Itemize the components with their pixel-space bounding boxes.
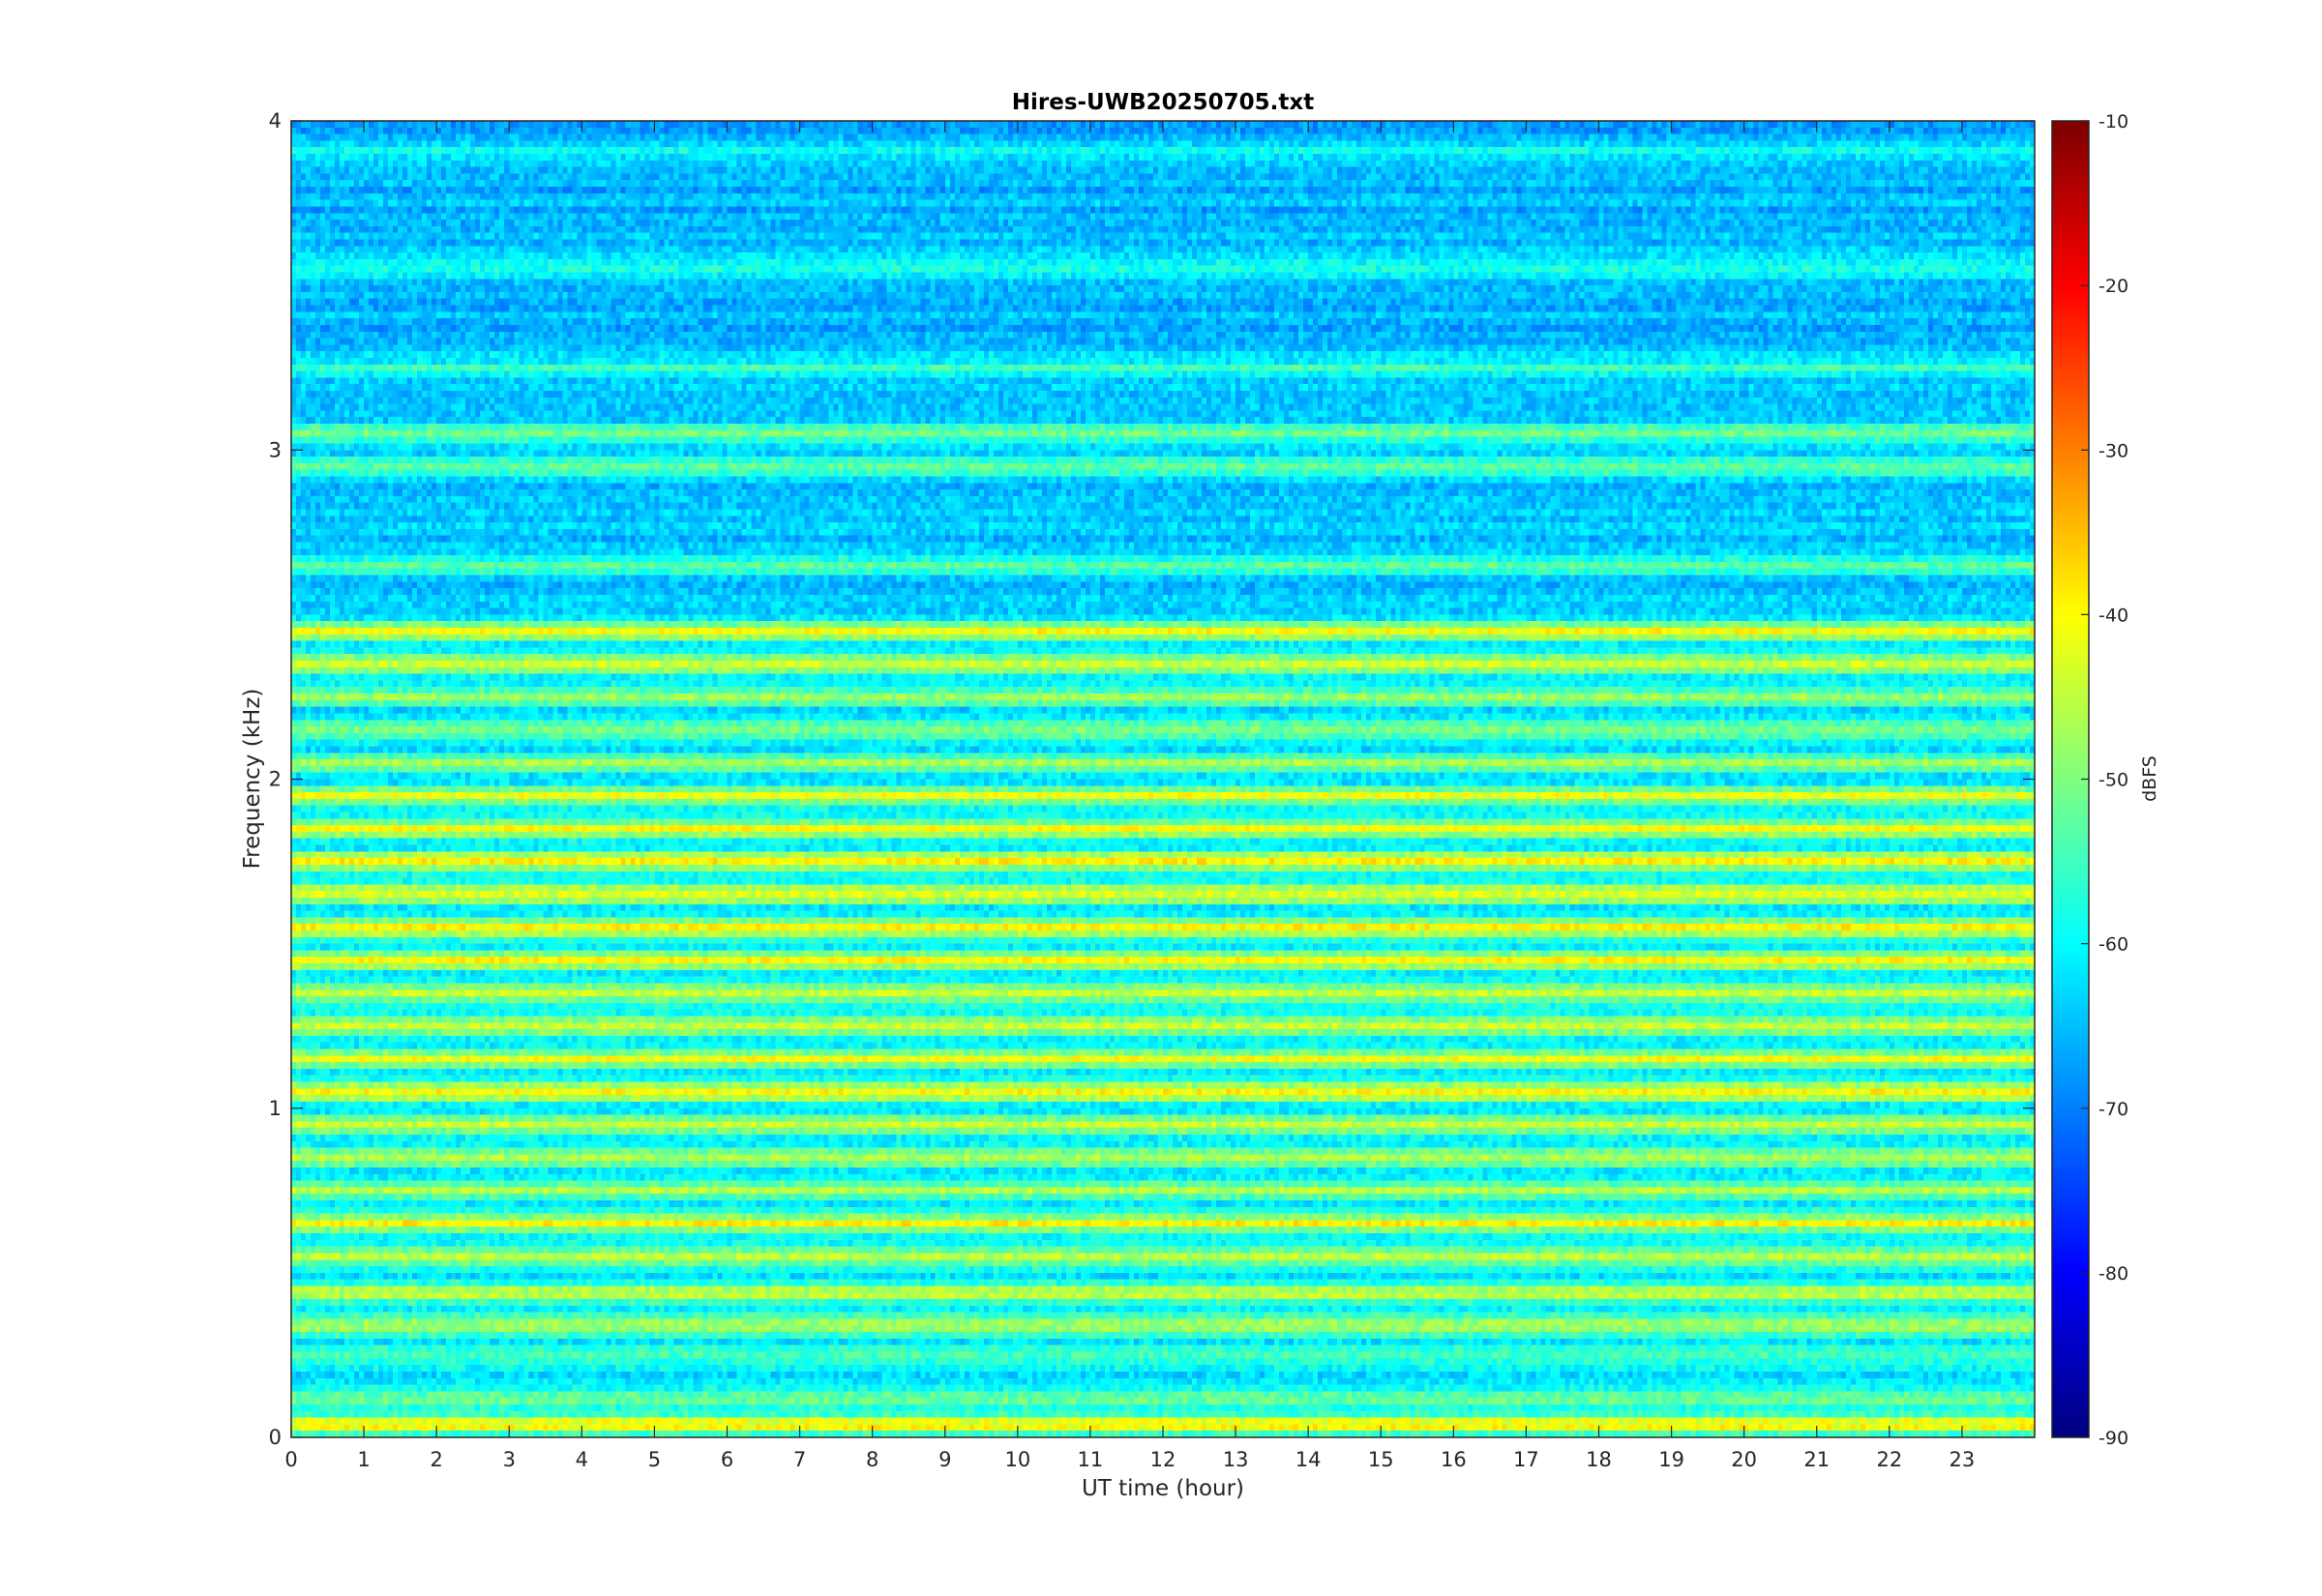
x-axis-ticks: 0 1 2 3 4 5 6 7 8 9 10 11 12 13 14 15 16 17 18 19 20 21 22 23 (284, 121, 1975, 1471)
x-tick-label: 6 (721, 1448, 733, 1471)
x-tick-label: 14 (1295, 1448, 1322, 1471)
x-tick-label: 20 (1731, 1448, 1757, 1471)
colorbar-tick-label: -40 (2099, 605, 2128, 626)
x-tick-label: 8 (866, 1448, 878, 1471)
colorbar-tick-label: -50 (2099, 770, 2128, 791)
colorbar-tick-label: -80 (2099, 1263, 2128, 1285)
y-axis-label: Frequency (kHz) (240, 689, 265, 870)
x-tick-label: 16 (1441, 1448, 1467, 1471)
x-tick-label: 4 (576, 1448, 588, 1471)
colorbar-tick-label: -30 (2099, 440, 2128, 461)
x-tick-label: 23 (1950, 1448, 1976, 1471)
x-tick-label: 19 (1658, 1448, 1684, 1471)
colorbar-tick-label: -90 (2099, 1428, 2128, 1449)
y-tick-label: 1 (269, 1097, 282, 1120)
colorbar-tick-label: -60 (2099, 934, 2128, 956)
colorbar-label: dBFS (2139, 755, 2160, 802)
x-tick-label: 7 (793, 1448, 806, 1471)
x-tick-label: 22 (1876, 1448, 1902, 1471)
colorbar-ticks: -10 -20 -30 -40 -50 -60 -70 -80 -90 (2081, 111, 2128, 1449)
x-tick-label: 2 (430, 1448, 442, 1471)
y-tick-label: 2 (269, 768, 282, 791)
plot-frame (290, 120, 2036, 1438)
x-tick-label: 21 (1803, 1448, 1830, 1471)
chart-title: Hires-UWB20250705.txt (1012, 90, 1314, 115)
x-tick-label: 3 (503, 1448, 516, 1471)
y-axis-ticks: 0 1 2 3 4 (269, 109, 2035, 1449)
colorbar-tick-label: -20 (2099, 276, 2128, 297)
x-tick-label: 15 (1368, 1448, 1394, 1471)
y-tick-label: 4 (269, 109, 282, 133)
x-tick-label: 10 (1004, 1448, 1030, 1471)
x-tick-label: 12 (1150, 1448, 1176, 1471)
x-tick-label: 1 (357, 1448, 370, 1471)
x-tick-label: 11 (1078, 1448, 1104, 1471)
x-axis-label: UT time (hour) (1082, 1476, 1244, 1501)
spectrogram-image (291, 121, 2035, 1437)
colorbar-tick-label: -70 (2099, 1099, 2128, 1120)
x-tick-label: 0 (284, 1448, 297, 1471)
x-tick-label: 5 (648, 1448, 661, 1471)
x-tick-label: 17 (1513, 1448, 1539, 1471)
colorbar-tick-label: -10 (2099, 111, 2128, 133)
y-tick-label: 0 (269, 1426, 282, 1449)
x-tick-label: 13 (1223, 1448, 1249, 1471)
x-tick-label: 18 (1586, 1448, 1612, 1471)
x-tick-label: 9 (938, 1448, 951, 1471)
y-tick-label: 3 (269, 438, 282, 461)
